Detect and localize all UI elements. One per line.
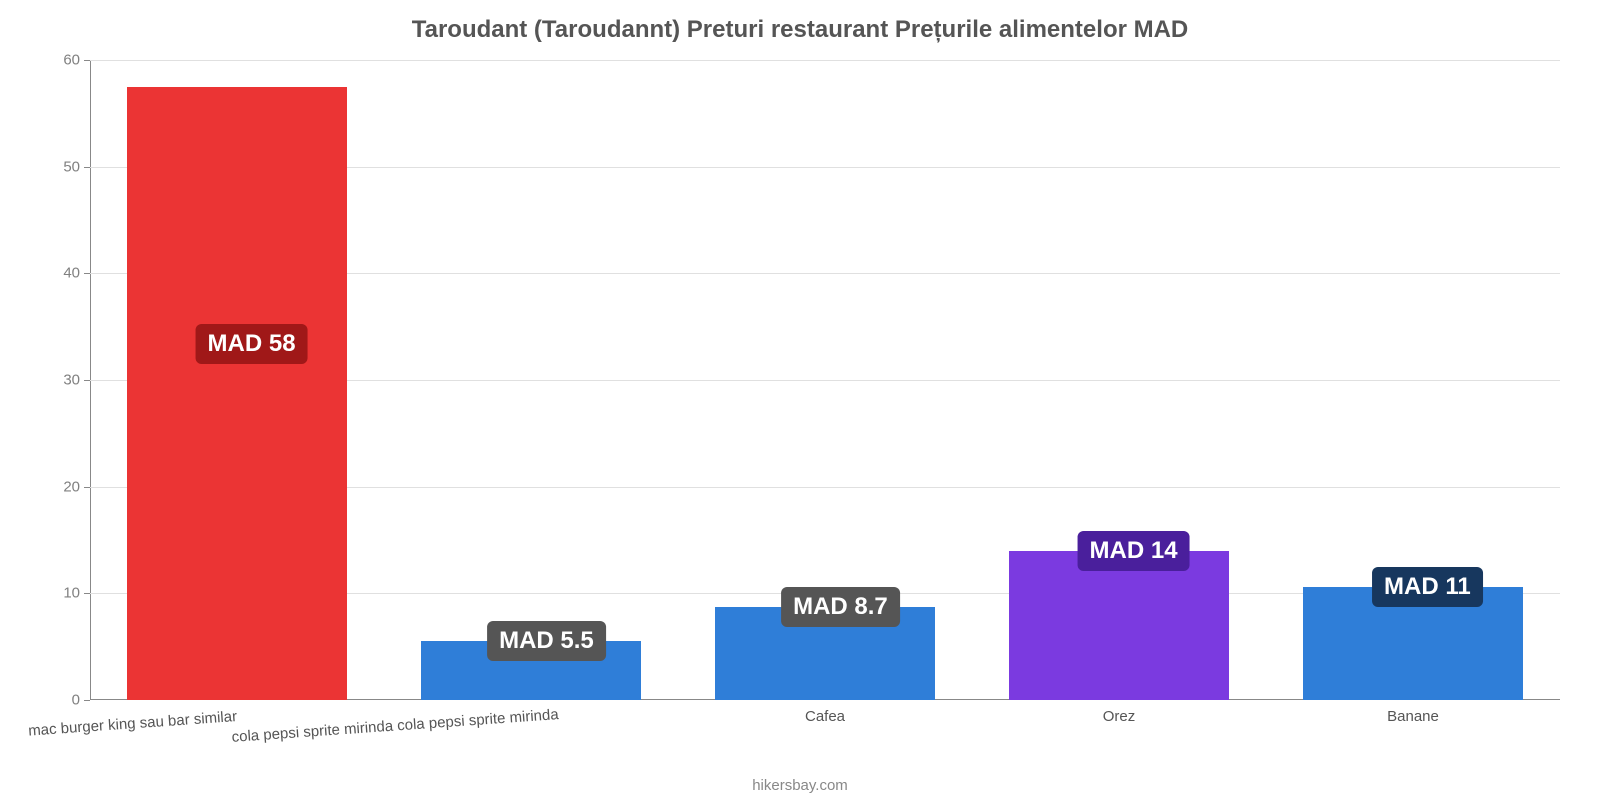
bar: MAD 5.5 — [421, 641, 642, 700]
y-tick-label: 10 — [63, 585, 80, 602]
bar: MAD 11 — [1303, 587, 1524, 700]
bar-value-badge: MAD 14 — [1078, 531, 1190, 571]
bar-value-badge: MAD 8.7 — [781, 587, 900, 627]
bar: MAD 14 — [1009, 551, 1230, 700]
bar: MAD 8.7 — [715, 607, 936, 700]
y-tick-mark — [84, 700, 90, 701]
y-tick-label: 30 — [63, 372, 80, 389]
y-tick-label: 20 — [63, 478, 80, 495]
x-tick-label: cola pepsi sprite mirinda cola pepsi spr… — [231, 708, 531, 746]
bar: MAD 58 — [127, 87, 348, 700]
y-tick-label: 50 — [63, 158, 80, 175]
plot-area: 0102030405060 MAD 58MAD 5.5MAD 8.7MAD 14… — [90, 60, 1560, 700]
bar-value-badge: MAD 58 — [196, 324, 308, 364]
y-tick-label: 0 — [72, 692, 80, 709]
x-tick-label: Orez — [1103, 708, 1136, 725]
y-tick-label: 40 — [63, 265, 80, 282]
x-tick-label: Cafea — [805, 708, 845, 725]
x-tick-label: mac burger king sau bar similar — [28, 708, 238, 740]
bar-value-badge: MAD 11 — [1372, 567, 1483, 607]
bar-value-badge: MAD 5.5 — [487, 621, 606, 661]
y-tick-label: 60 — [63, 52, 80, 69]
chart-title: Taroudant (Taroudannt) Preturi restauran… — [0, 0, 1600, 44]
bars-layer: MAD 58 MAD 5.5 MAD 8.7 MAD 14 MAD 11 — [90, 60, 1560, 700]
attribution-text: hikersbay.com — [0, 777, 1600, 794]
x-tick-label: Banane — [1387, 708, 1439, 725]
